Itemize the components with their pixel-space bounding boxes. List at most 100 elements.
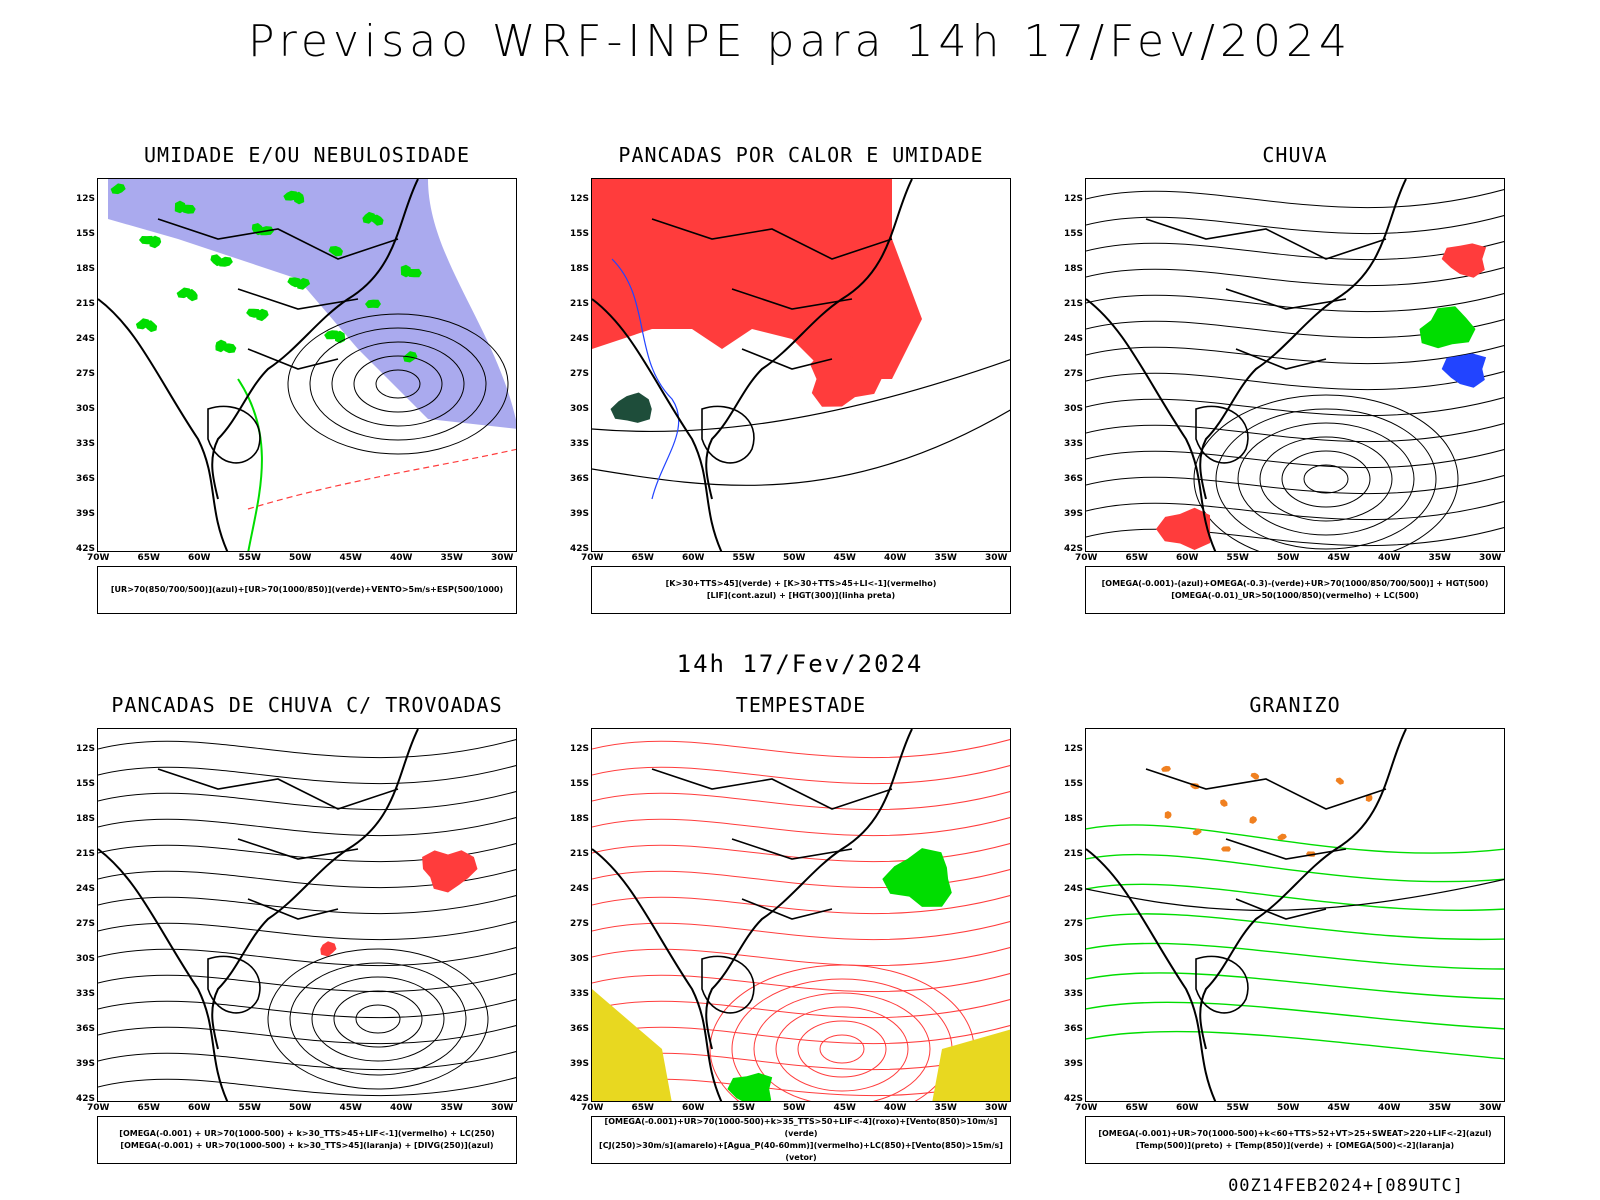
brazil-coast [211, 179, 419, 500]
temp850-contour [1086, 883, 1504, 912]
rain-red-area [1441, 243, 1487, 278]
height-contour [1281, 450, 1371, 508]
brazil-coast [705, 729, 913, 1050]
streamline [98, 791, 516, 811]
height-contour [1193, 394, 1459, 551]
longitude-label: 30W [491, 553, 514, 563]
latitude-label: 21S [569, 299, 589, 309]
longitude-label: 65W [137, 553, 160, 563]
longitude-label: 45W [833, 1103, 856, 1113]
longitude-label: 50W [1277, 1103, 1300, 1113]
humidity-green-area [365, 299, 381, 309]
latitude-label: 24S [1063, 884, 1083, 894]
omega500-orange-area [1249, 816, 1257, 824]
longitude-label: 60W [682, 553, 705, 563]
map-plot [592, 179, 1010, 551]
state-borders [1145, 768, 1387, 920]
latitude-label: 24S [75, 334, 95, 344]
streamline [1086, 449, 1504, 469]
pressure-contour [331, 341, 465, 427]
lif-contour [611, 258, 680, 500]
humidity-blue-area [108, 179, 516, 429]
omega500-orange-area [1164, 811, 1172, 819]
longitude-label: 55W [732, 1103, 755, 1113]
divergence-contour [333, 990, 423, 1048]
longitude-label: 50W [289, 1103, 312, 1113]
water-vapour-contour [592, 739, 1010, 759]
jet-yellow-area [592, 989, 672, 1101]
coastline [592, 848, 723, 1101]
pressure-contour [309, 327, 487, 441]
forecast-map [1085, 178, 1505, 552]
latitude-label: 12S [1063, 744, 1083, 754]
streamline [98, 739, 516, 759]
height-contour [1259, 436, 1393, 522]
streamline [1086, 527, 1504, 547]
temp850-contour [1086, 824, 1504, 854]
temp500-contour [1086, 878, 1504, 911]
longitude-label: 55W [1226, 1103, 1249, 1113]
longitude-label: 60W [188, 553, 211, 563]
omega-blue-area [1441, 353, 1487, 388]
longitude-label: 35W [440, 553, 463, 563]
humidity-green-area [400, 264, 412, 278]
latitude-label: 42S [1063, 544, 1083, 554]
humidity-green-area [283, 190, 299, 201]
latitude-label: 15S [569, 779, 589, 789]
longitude-label: 55W [1226, 553, 1249, 563]
latitude-label: 36S [569, 474, 589, 484]
streamline [1086, 267, 1504, 287]
humidity-green-area [362, 211, 377, 224]
water-vapour-contour [592, 843, 1010, 863]
latitude-label: 36S [1063, 474, 1083, 484]
latitude-label: 42S [569, 544, 589, 554]
coastline [1086, 848, 1217, 1101]
instability-red-area [810, 351, 882, 407]
latitude-label: 24S [569, 884, 589, 894]
panel-legend: [OMEGA(-0.001)+UR>70(1000-500)+k>35_TTS>… [591, 1116, 1011, 1164]
height-contour [592, 359, 1010, 433]
latitude-label: 12S [569, 194, 589, 204]
longitude-label: 50W [783, 553, 806, 563]
legend-line: [K>30+TTS>45](verde) + [K>30+TTS>45+LI<-… [665, 579, 937, 588]
water-vapour-contour [592, 895, 1010, 915]
thunderstorm-red-area [422, 850, 478, 893]
water-vapour-contour [592, 973, 1010, 993]
rain-red-area [1156, 507, 1211, 550]
humidity-green-area [176, 287, 192, 299]
latitude-label: 18S [1063, 264, 1083, 274]
latitude-label: 15S [1063, 779, 1083, 789]
wind850-green-area [727, 1072, 773, 1101]
panel-legend: [K>30+TTS>45](verde) + [K>30+TTS>45+LI<-… [591, 566, 1011, 614]
latitude-label: 30S [1063, 954, 1083, 964]
height-contour [592, 409, 1010, 486]
longitude-label: 50W [1277, 553, 1300, 563]
streamline [98, 817, 516, 837]
latitude-label: 39S [569, 1059, 589, 1069]
longitude-label: 35W [934, 1103, 957, 1113]
height-contour [1237, 422, 1415, 536]
divergence-contour [289, 962, 467, 1076]
uruguay-border [701, 405, 755, 464]
humidity-green-area [135, 318, 151, 330]
panel-title: CHUVA [1262, 143, 1328, 167]
longitude-label: 70W [1075, 1103, 1098, 1113]
lc850-contour [797, 1020, 887, 1078]
latitude-label: 36S [569, 1024, 589, 1034]
latitude-label: 15S [75, 779, 95, 789]
longitude-label: 40W [1378, 553, 1401, 563]
latitude-label: 27S [1063, 919, 1083, 929]
humidity-green-area [174, 200, 186, 214]
latitude-label: 33S [1063, 439, 1083, 449]
latitude-label: 18S [75, 264, 95, 274]
wind850-green-area [882, 848, 952, 907]
water-vapour-contour [592, 947, 1010, 967]
longitude-label: 40W [884, 553, 907, 563]
height-contour [1215, 408, 1437, 550]
panel-title: PANCADAS POR CALOR E UMIDADE [618, 143, 984, 167]
humidity-green-area [328, 246, 343, 257]
wind-line [237, 378, 263, 551]
longitude-label: 35W [1428, 553, 1451, 563]
coastline [592, 298, 723, 551]
humidity-green-area [110, 183, 126, 195]
